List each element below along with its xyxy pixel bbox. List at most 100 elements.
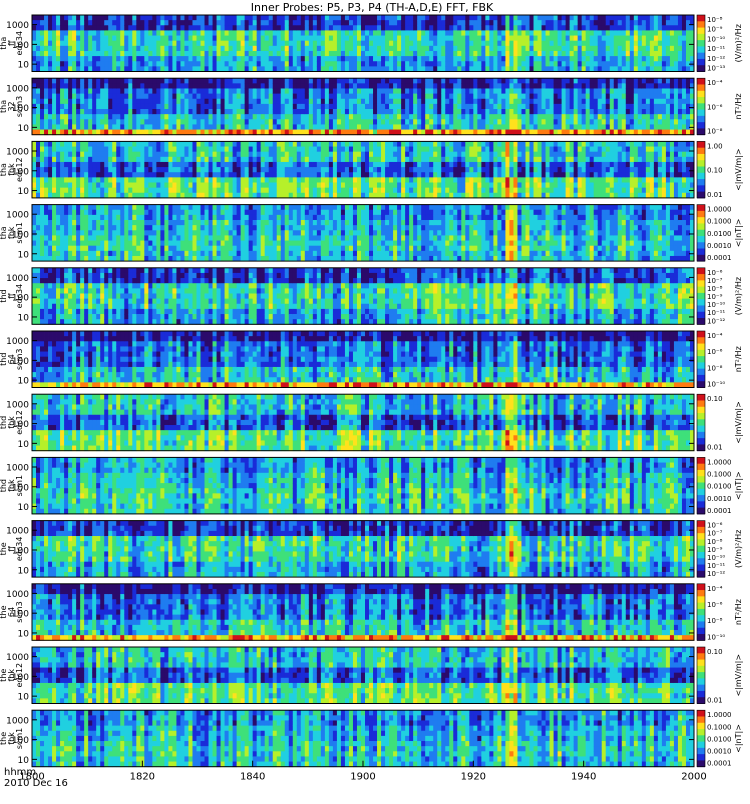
spectrogram-cell — [60, 167, 64, 173]
spectrogram-cell — [521, 83, 525, 89]
spectrogram-cell — [562, 25, 566, 31]
spectrogram-cell — [321, 99, 325, 105]
spectrogram-cell — [485, 172, 489, 178]
spectrogram-cell — [96, 147, 100, 153]
spectrogram-cell — [136, 172, 140, 178]
spectrogram-cell — [674, 51, 678, 57]
spectrogram-cell — [261, 157, 265, 163]
spectrogram-cell — [369, 147, 373, 153]
spectrogram-cell — [397, 41, 401, 47]
spectrogram-cell — [485, 162, 489, 168]
spectrogram-cell — [397, 83, 401, 89]
spectrogram-cell — [509, 88, 513, 94]
colorbar-segment — [697, 15, 705, 22]
spectrogram-cell — [321, 20, 325, 26]
spectrogram-cell — [104, 177, 108, 183]
spectrogram-cell — [221, 119, 225, 125]
spectrogram-cell — [493, 78, 497, 84]
spectrogram-cell — [349, 162, 353, 168]
spectrogram-cell — [225, 20, 229, 26]
spectrogram-cell — [686, 78, 690, 84]
spectrogram-cell — [445, 99, 449, 105]
spectrogram-cell — [92, 41, 96, 47]
spectrogram-cell — [261, 182, 265, 188]
spectrogram-cell — [84, 30, 88, 36]
spectrogram-cell — [192, 172, 196, 178]
spectrogram-cell — [517, 30, 521, 36]
spectrogram-cell — [44, 182, 48, 188]
spectrogram-cell — [449, 36, 453, 42]
spectrogram-cell — [152, 83, 156, 89]
spectrogram-cell — [285, 109, 289, 115]
spectrogram-cell — [654, 104, 658, 110]
spectrogram-cell — [413, 157, 417, 163]
spectrogram-cell — [349, 177, 353, 183]
spectrogram-cell — [393, 30, 397, 36]
spectrogram-cell — [662, 15, 666, 21]
spectrogram-cell — [96, 114, 100, 120]
spectrogram-cell — [389, 109, 393, 115]
spectrogram-cell — [361, 124, 365, 130]
spectrogram-cell — [497, 94, 501, 100]
spectrogram-cell — [630, 83, 634, 89]
spectrogram-cell — [449, 56, 453, 62]
spectrogram-cell — [550, 36, 554, 42]
spectrogram-cell — [401, 30, 405, 36]
spectrogram-cell — [349, 104, 353, 110]
spectrogram-cell — [40, 152, 44, 158]
spectrogram-cell — [397, 94, 401, 100]
spectrogram-cell — [285, 20, 289, 26]
spectrogram-cell — [413, 124, 417, 130]
spectrogram-cell — [172, 152, 176, 158]
spectrogram-cell — [184, 41, 188, 47]
spectrogram-cell — [88, 83, 92, 89]
spectrogram-cell — [461, 152, 465, 158]
spectrogram-cell — [349, 124, 353, 130]
spectrogram-cell — [481, 162, 485, 168]
spectrogram-cell — [409, 172, 413, 178]
spectrogram-cell — [413, 119, 417, 125]
spectrogram-cell — [610, 119, 614, 125]
spectrogram-cell — [285, 61, 289, 67]
spectrogram-cell — [100, 41, 104, 47]
spectrogram-cell — [401, 46, 405, 52]
spectrogram-cell — [136, 46, 140, 52]
spectrogram-cell — [662, 46, 666, 52]
spectrogram-cell — [445, 157, 449, 163]
spectrogram-cell — [281, 152, 285, 158]
spectrogram-cell — [437, 152, 441, 158]
spectrogram-cell — [273, 41, 277, 47]
spectrogram-cell — [493, 177, 497, 183]
spectrogram-cell — [642, 20, 646, 26]
spectrogram-cell — [36, 119, 40, 125]
spectrogram-cell — [48, 141, 52, 147]
spectrogram-cell — [164, 177, 168, 183]
spectrogram-cell — [265, 109, 269, 115]
spectrogram-cell — [241, 119, 245, 125]
spectrogram-cell — [646, 83, 650, 89]
spectrogram-cell — [373, 36, 377, 42]
spectrogram-cell — [345, 41, 349, 47]
spectrogram-cell — [381, 88, 385, 94]
spectrogram-cell — [217, 83, 221, 89]
spectrogram-cell — [201, 162, 205, 168]
spectrogram-cell — [425, 15, 429, 21]
spectrogram-cell — [501, 25, 505, 31]
spectrogram-cell — [156, 188, 160, 194]
spectrogram-cell — [417, 104, 421, 110]
spectrogram-cell — [405, 162, 409, 168]
spectrogram-cell — [68, 162, 72, 168]
spectrogram-cell — [60, 51, 64, 57]
spectrogram-cell — [172, 30, 176, 36]
spectrogram-cell — [417, 162, 421, 168]
spectrogram-cell — [453, 94, 457, 100]
spectrogram-cell — [56, 172, 60, 178]
spectrogram-cell — [164, 157, 168, 163]
spectrogram-cell — [489, 15, 493, 21]
spectrogram-cell — [197, 94, 201, 100]
spectrogram-cell — [281, 162, 285, 168]
spectrogram-cell — [477, 152, 481, 158]
spectrogram-cell — [401, 88, 405, 94]
spectrogram-cell — [104, 152, 108, 158]
spectrogram-cell — [60, 78, 64, 84]
